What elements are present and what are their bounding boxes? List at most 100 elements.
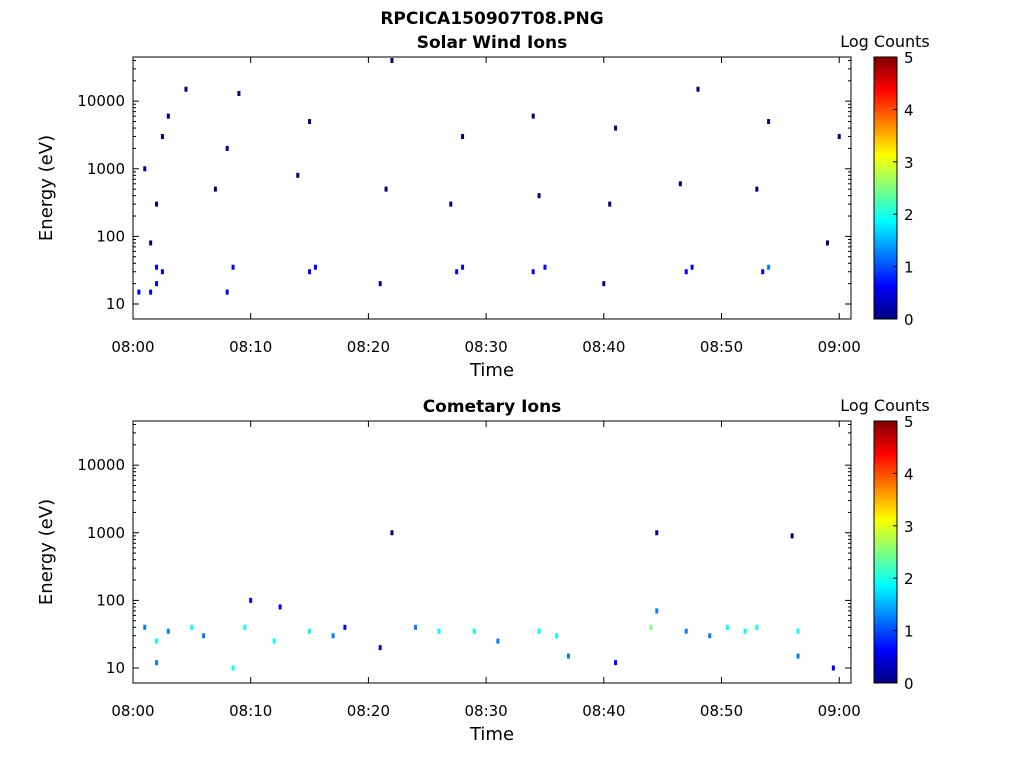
heatmap-cell [137,289,141,295]
heatmap-cell [602,281,606,287]
cometary-colorbar-ticks: 0 1 2 3 4 5 [893,413,914,693]
colorbar-tick-label: 1 [904,259,914,277]
colorbar-tick-label: 2 [904,206,914,224]
heatmap-cell [837,134,841,140]
heatmap-cell [184,86,188,92]
cometary-colorbar [873,420,898,684]
heatmap-cell [313,264,317,270]
cometary-y-label: Energy (eV) [36,499,57,605]
cometary-x-ticks: 08:00 08:10 08:20 08:30 08:40 08:50 09:00 [111,421,861,720]
x-tick-label: 08:50 [700,338,743,356]
heatmap-cell [160,269,164,275]
heatmap-cell [537,628,541,634]
heatmap-cell [155,201,159,207]
y-tick-label: 100 [96,591,125,609]
heatmap-cell [767,264,771,270]
y-tick-label: 1000 [87,524,125,542]
heatmap-cell [166,628,170,634]
y-tick-label: 10000 [77,456,125,474]
heatmap-cell [531,113,535,119]
heatmap-cell [308,628,312,634]
x-tick-label: 08:00 [111,702,154,720]
x-tick-label: 08:10 [229,702,272,720]
heatmap-cell [678,181,682,187]
heatmap-cell [614,125,618,131]
colorbar-tick-label: 1 [904,623,914,641]
heatmap-cell [567,653,571,659]
heatmap-cell [455,269,459,275]
y-tick-label: 1000 [87,160,125,178]
heatmap-cell [696,86,700,92]
colorbar-tick-label: 0 [904,675,914,693]
heatmap-cell [743,628,747,634]
heatmap-cell [384,186,388,192]
cometary-colorbar-label: Log Counts [840,396,930,415]
heatmap-cell [461,134,465,140]
heatmap-cell [684,628,688,634]
heatmap-cell [308,269,312,275]
cometary-x-label: Time [469,724,514,745]
heatmap-cell [278,604,282,610]
heatmap-cell [461,264,465,270]
colorbar-tick-label: 3 [904,154,914,172]
heatmap-cell [684,269,688,275]
solar-wind-title: Solar Wind Ions [417,33,568,53]
heatmap-cell [614,660,618,666]
heatmap-cell [449,201,453,207]
heatmap-cell [543,264,547,270]
heatmap-cell [496,638,500,644]
figure-title: RPCICA150907T08.PNG [380,9,603,29]
heatmap-cell [160,134,164,140]
heatmap-cell [237,90,241,96]
heatmap-cell [390,57,394,63]
heatmap-cell [225,145,229,151]
colorbar-tick-label: 0 [904,311,914,329]
x-tick-label: 09:00 [818,702,861,720]
heatmap-cell [725,624,729,630]
x-tick-label: 08:50 [700,702,743,720]
heatmap-cell [555,633,559,639]
heatmap-cell [331,633,335,639]
heatmap-cell [231,264,235,270]
heatmap-cell [213,186,217,192]
heatmap-cell [296,172,300,178]
x-tick-label: 08:30 [464,338,507,356]
heatmap-cell [155,281,159,287]
colorbar-tick-label: 5 [904,413,914,431]
heatmap-cell [149,240,153,246]
heatmap-cell [708,633,712,639]
colorbar-tick-label: 4 [904,101,914,119]
x-tick-label: 08:10 [229,338,272,356]
heatmap-cell [149,289,153,295]
heatmap-cell [143,166,147,172]
solar-wind-colorbar [873,56,898,320]
heatmap-cell [166,113,170,119]
solar-wind-y-ticks: 10 100 1000 10000 [77,59,851,313]
solar-wind-colorbar-label: Log Counts [840,32,930,51]
heatmap-cell [143,624,147,630]
heatmap-cell [831,665,835,671]
heatmap-cell [472,628,476,634]
x-tick-label: 08:40 [582,702,625,720]
heatmap-cell [190,624,194,630]
heatmap-cell [755,186,759,192]
heatmap-cell [796,653,800,659]
y-tick-label: 10 [106,659,125,677]
solar-wind-colorbar-ticks: 0 1 2 3 4 5 [893,49,914,329]
heatmap-cell [155,264,159,270]
heatmap-cell [690,264,694,270]
solar-wind-heatmap [137,57,841,295]
colorbar-tick-label: 5 [904,49,914,67]
heatmap-cell [531,269,535,275]
y-tick-label: 10000 [77,92,125,110]
heatmap-cell [343,624,347,630]
heatmap-cell [308,119,312,125]
colorbar-tick-label: 2 [904,570,914,588]
heatmap-cell [390,530,394,536]
solar-wind-plot-area [132,56,852,320]
colorbar-tick-label: 3 [904,518,914,536]
